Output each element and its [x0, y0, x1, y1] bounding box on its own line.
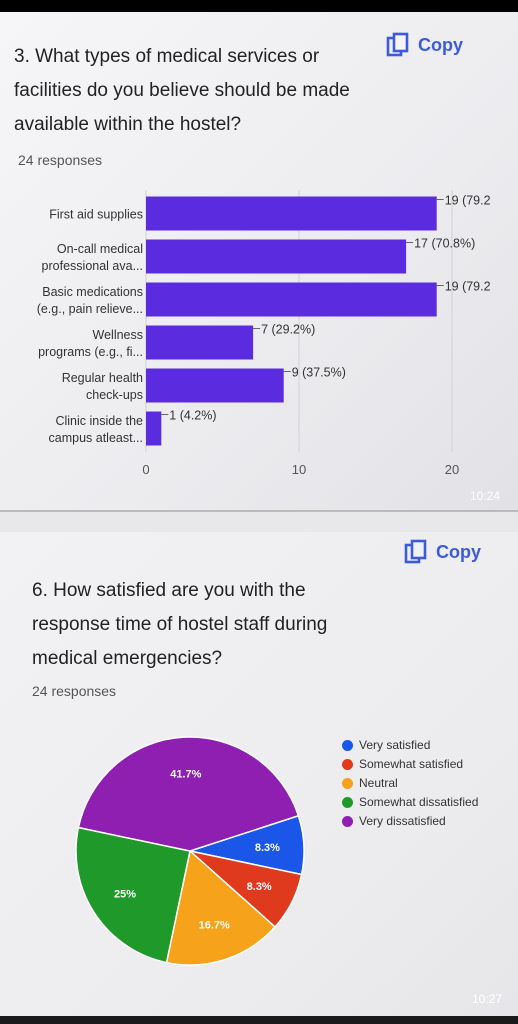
category-label: programs (e.g., fi... — [38, 345, 143, 359]
category-label: Wellness — [93, 328, 143, 342]
data-label: 19 (79.2 — [445, 280, 491, 294]
legend-item: Very dissatisfied — [342, 814, 489, 829]
bar — [146, 368, 284, 403]
response-count-q6: 24 responses — [32, 683, 117, 699]
category-label: check-ups — [86, 388, 143, 402]
legend-swatch — [342, 797, 353, 808]
category-label: professional ava... — [42, 259, 143, 273]
pie-legend: Very satisfied Somewhat satisfied Neutral S… — [342, 738, 489, 833]
pie-slice — [77, 736, 300, 852]
pie-slice — [75, 826, 191, 964]
legend-item: Somewhat dissatisfied — [342, 795, 489, 810]
legend-label: Very dissatisfied — [359, 814, 446, 828]
legend-label: Somewhat satisfied — [359, 757, 464, 771]
legend-label: Somewhat dissatisfied — [359, 795, 479, 809]
copy-button-q6[interactable]: Copy — [404, 539, 481, 565]
category-label: Clinic inside the — [55, 414, 143, 428]
legend-swatch — [342, 759, 353, 770]
legend-swatch — [342, 816, 353, 827]
slice-label: 16.7% — [199, 920, 230, 932]
question-3-title: 3. What types of medical services or fac… — [14, 46, 350, 135]
copy-label: Copy — [418, 34, 463, 55]
timestamp-q3: 10:24 — [470, 489, 501, 503]
category-label: Regular health — [62, 371, 143, 385]
category-label: campus atleast... — [49, 431, 144, 445]
slice-label: 8.3% — [255, 842, 280, 854]
pie-slice — [165, 849, 277, 966]
bar — [146, 196, 437, 231]
copy-label: Copy — [436, 541, 481, 562]
legend-item: Somewhat satisfied — [342, 757, 489, 772]
data-label: 9 (37.5%) — [292, 366, 346, 380]
legend-item: Very satisfied — [342, 738, 489, 753]
category-label: Basic medications — [42, 285, 143, 299]
category-label: On-call medical — [57, 242, 143, 256]
timestamp-q6: 10:27 — [472, 992, 503, 1006]
x-tick-label: 20 — [445, 462, 459, 477]
legend-item: Neutral — [342, 776, 489, 791]
copy-button-q3[interactable]: Copy — [386, 32, 463, 58]
data-label: 17 (70.8%) — [414, 237, 475, 251]
legend-label: Very satisfied — [359, 738, 431, 752]
copy-icon — [404, 539, 427, 564]
slice-label: 25% — [114, 888, 136, 900]
bar — [146, 411, 162, 446]
pie-chart: 8.3% 8.3% 16.7% 25% 41.7% — [75, 736, 305, 966]
question-6-title: 6. How satisfied are you with the respon… — [32, 580, 328, 669]
legend-label: Neutral — [359, 776, 398, 790]
bar — [146, 325, 254, 360]
data-label: 19 (79.2 — [445, 194, 491, 208]
x-tick-label: 0 — [142, 462, 149, 477]
response-count-q3: 24 responses — [18, 152, 103, 168]
slice-label: 8.3% — [247, 881, 272, 893]
x-tick-label: 10 — [292, 462, 306, 477]
bar — [146, 239, 407, 274]
bar — [146, 282, 437, 317]
top-status-strip — [0, 0, 518, 12]
category-label: (e.g., pain relieve... — [37, 302, 143, 316]
data-label: 1 (4.2%) — [169, 409, 216, 423]
data-label: 7 (29.2%) — [261, 323, 315, 337]
bar-chart: 0 10 20 First aid supplies 19 (79.2 On-call m… — [37, 190, 491, 477]
copy-icon — [386, 32, 409, 57]
category-label: First aid supplies — [49, 208, 143, 222]
legend-swatch — [342, 740, 353, 751]
screenshot-divider — [0, 510, 518, 532]
legend-swatch — [342, 778, 353, 789]
slice-label: 41.7% — [170, 769, 201, 781]
